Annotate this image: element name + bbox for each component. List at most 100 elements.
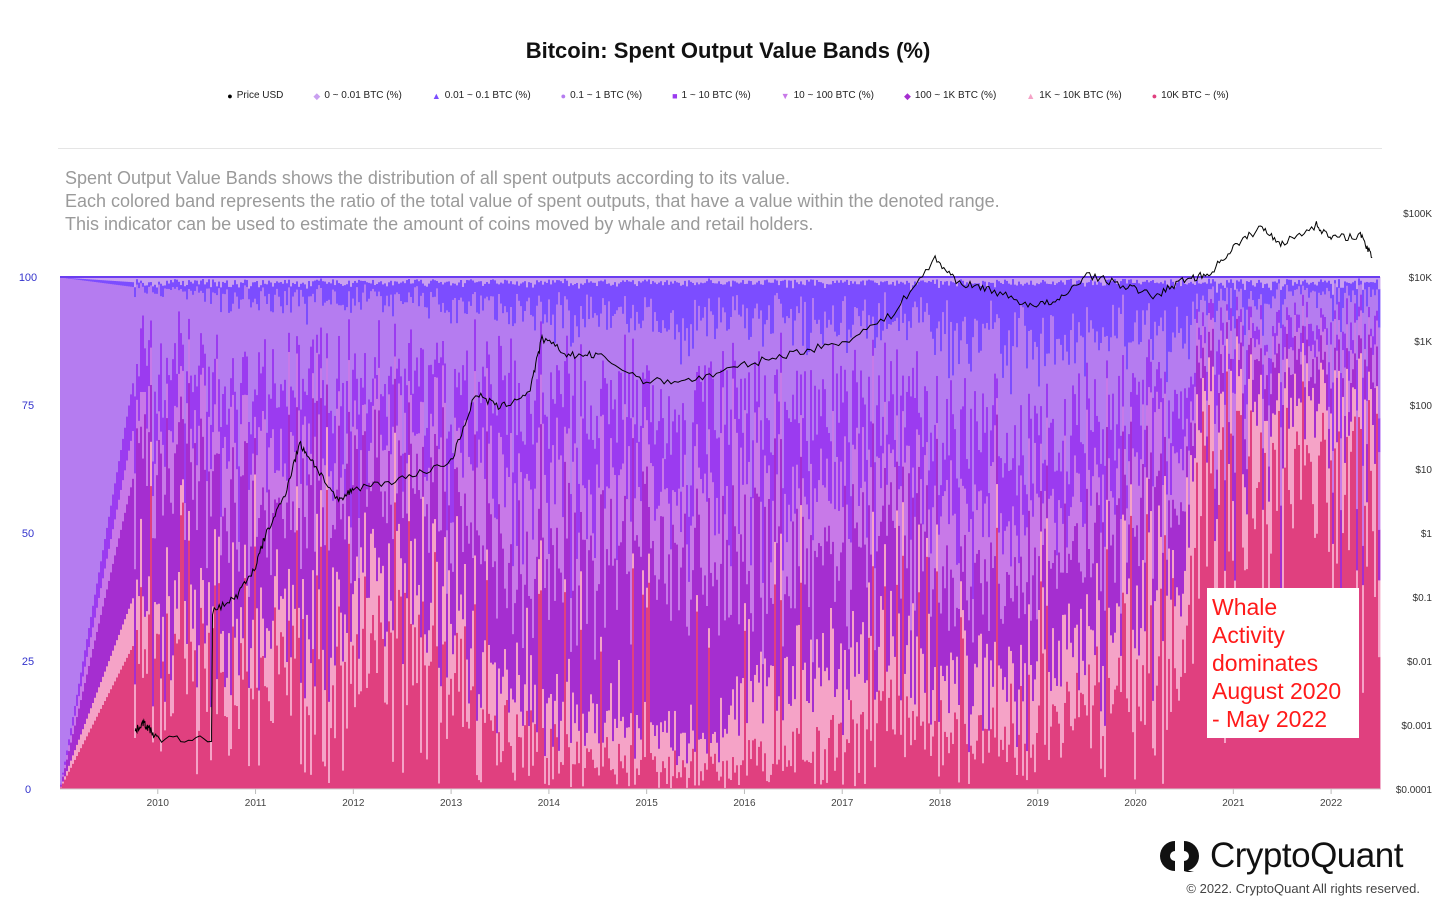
band-segment <box>1254 401 1257 530</box>
band-segment <box>1034 679 1037 773</box>
band-segment <box>406 279 409 303</box>
band-segment <box>106 696 109 790</box>
band-segment <box>982 280 985 324</box>
band-segment <box>696 488 699 596</box>
legend-item[interactable]: ◆ 100 ~ 1K BTC (%) <box>904 90 996 101</box>
band-segment <box>760 501 763 598</box>
legend-item[interactable]: ● 10K BTC ~ (%) <box>1152 90 1229 101</box>
band-segment <box>1248 378 1251 457</box>
legend-marker-icon: ◆ <box>313 90 321 101</box>
band-segment <box>926 282 929 304</box>
band-segment <box>328 782 331 790</box>
band-segment <box>64 767 67 777</box>
band-segment <box>526 300 529 393</box>
band-segment <box>358 277 361 280</box>
band-segment <box>1096 646 1099 790</box>
band-segment <box>308 368 311 424</box>
band-segment <box>764 455 767 507</box>
band-segment <box>314 436 317 552</box>
band-segment <box>1258 277 1261 280</box>
band-segment <box>624 737 627 756</box>
band-segment <box>384 702 387 790</box>
band-segment <box>1130 278 1133 343</box>
band-segment <box>414 286 417 371</box>
band-segment <box>350 641 353 684</box>
band-segment <box>534 723 537 790</box>
band-segment <box>802 516 805 670</box>
band-segment <box>506 280 509 313</box>
band-segment <box>966 599 969 656</box>
band-segment <box>116 471 119 510</box>
band-segment <box>768 282 771 306</box>
band-segment <box>1000 353 1003 459</box>
band-segment <box>1176 393 1179 453</box>
band-segment <box>1144 630 1147 725</box>
band-segment <box>812 279 815 299</box>
band-segment <box>946 277 949 282</box>
band-segment <box>816 323 819 435</box>
band-segment <box>884 467 887 545</box>
band-segment <box>594 767 597 790</box>
legend-item[interactable]: ■ 1 ~ 10 BTC (%) <box>672 90 751 101</box>
band-segment <box>356 448 359 557</box>
band-segment <box>1032 574 1035 702</box>
band-segment <box>986 406 989 497</box>
legend-item[interactable]: ▲ 1K ~ 10K BTC (%) <box>1026 90 1121 101</box>
band-segment <box>470 277 473 280</box>
band-segment <box>744 630 747 790</box>
band-segment <box>838 723 841 790</box>
band-segment <box>1166 559 1169 596</box>
band-segment <box>238 541 241 572</box>
band-segment <box>176 444 179 609</box>
band-segment <box>592 439 595 534</box>
band-segment <box>1044 528 1047 650</box>
legend-item[interactable]: ◆ 0 ~ 0.01 BTC (%) <box>313 90 401 101</box>
band-segment <box>1294 335 1297 374</box>
band-segment <box>310 277 313 287</box>
band-segment <box>1078 277 1081 281</box>
band-segment <box>512 565 515 635</box>
band-segment <box>1030 620 1033 665</box>
band-segment <box>836 280 839 337</box>
band-segment <box>614 281 617 314</box>
band-segment <box>858 546 861 674</box>
band-segment <box>914 610 917 705</box>
band-segment <box>1078 321 1081 374</box>
band-segment <box>552 544 555 747</box>
band-segment <box>678 414 681 489</box>
band-segment <box>952 659 955 745</box>
band-segment <box>226 280 229 290</box>
band-segment <box>922 653 925 722</box>
band-segment <box>1048 353 1051 428</box>
band-segment <box>974 759 977 790</box>
band-segment <box>958 282 961 365</box>
band-segment <box>782 280 785 318</box>
band-segment <box>1234 393 1237 473</box>
band-segment <box>1298 348 1301 399</box>
band-segment <box>628 277 631 282</box>
band-segment <box>1108 457 1111 502</box>
band-segment <box>114 681 117 790</box>
band-segment <box>622 520 625 717</box>
band-segment <box>244 544 247 579</box>
legend-item[interactable]: ● 0.1 ~ 1 BTC (%) <box>561 90 642 101</box>
band-segment <box>1286 319 1289 334</box>
band-segment <box>446 277 449 282</box>
band-segment <box>346 306 349 381</box>
band-segment <box>1230 358 1233 371</box>
band-segment <box>568 285 571 311</box>
band-segment <box>1060 277 1063 281</box>
band-segment <box>824 287 827 312</box>
legend-item[interactable]: ▲ 0.01 ~ 0.1 BTC (%) <box>432 90 531 101</box>
band-segment <box>550 728 553 790</box>
legend-item[interactable]: ▼ 10 ~ 100 BTC (%) <box>781 90 874 101</box>
band-segment <box>826 327 829 428</box>
band-segment <box>1054 471 1057 523</box>
band-segment <box>1072 496 1075 542</box>
legend-item[interactable]: ● Price USD <box>227 90 283 101</box>
band-segment <box>606 277 609 284</box>
band-segment <box>258 286 261 311</box>
band-segment <box>626 323 629 418</box>
band-segment <box>790 421 793 522</box>
band-segment <box>372 378 375 406</box>
